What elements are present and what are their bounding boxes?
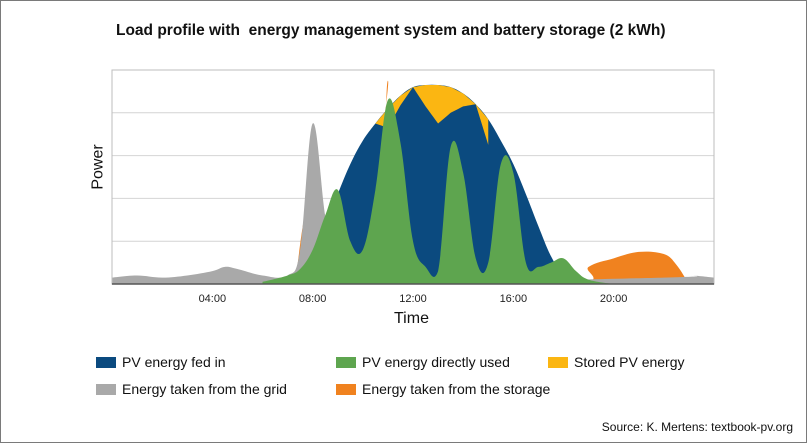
x-axis-label: Time [394,310,429,327]
x-tick-labels: 04:00 08:00 12:00 16:00 20:00 [199,293,628,305]
x-tick-label: 08:00 [299,293,327,305]
legend-item-stored: Stored PV energy [548,354,685,370]
legend-label: PV energy directly used [362,354,510,370]
legend-label: Energy taken from the storage [362,381,551,397]
x-tick-label: 12:00 [399,293,427,305]
legend-label: PV energy fed in [122,354,226,370]
legend-swatch [548,356,568,368]
series-energy-from-storage [295,80,689,284]
x-tick-label: 04:00 [199,293,227,305]
legend-swatch [336,356,356,368]
legend-item-pv-fed-in: PV energy fed in [96,354,226,370]
series-stored-pv [375,84,489,145]
x-tick-label: 20:00 [600,293,628,305]
legend-item-pv-direct: PV energy directly used [336,354,510,370]
series-areas [112,80,714,284]
legend-swatch [96,356,116,368]
source-credit: Source: K. Mertens: textbook-pv.org [601,420,793,434]
legend-swatch [96,383,116,395]
y-axis-label: Power [89,144,107,190]
legend-item-storage: Energy taken from the storage [336,381,550,397]
axes [111,69,715,285]
legend-swatch [336,383,356,395]
x-tick-label: 16:00 [500,293,528,305]
legend-item-grid: Energy taken from the grid [96,381,287,397]
legend-label: Stored PV energy [574,354,685,370]
chart-title: Load profile with energy management syst… [116,22,666,39]
legend-label: Energy taken from the grid [122,381,287,397]
